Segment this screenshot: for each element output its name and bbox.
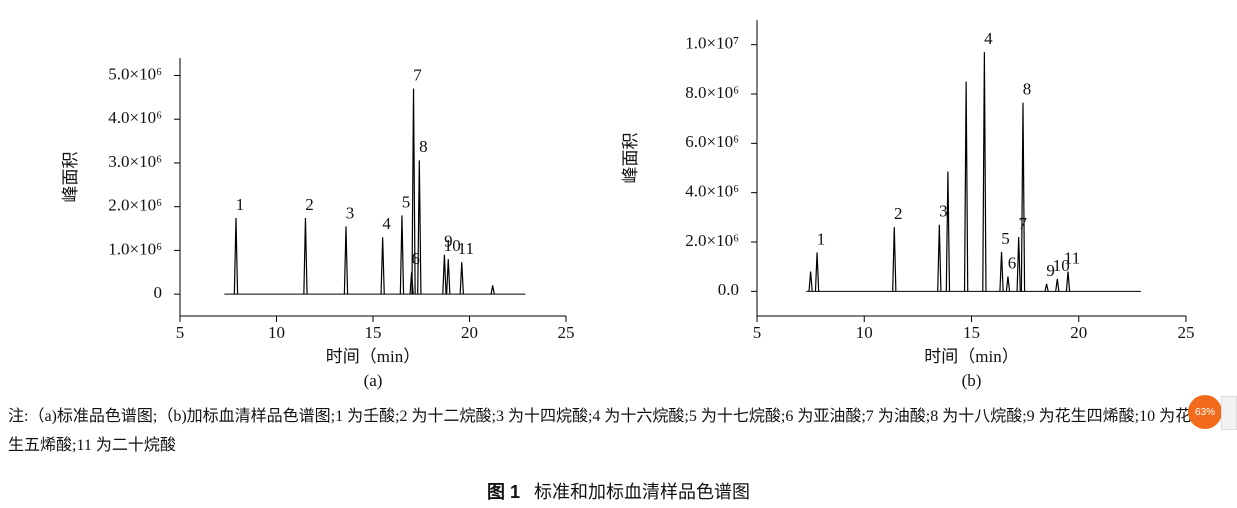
y-axis-label: 峰面积	[621, 133, 640, 184]
y-tick-label: 3.0×10⁶	[108, 152, 162, 171]
peak	[937, 224, 942, 292]
peak-label: 1	[817, 229, 826, 248]
figure: 5 10 15 20 2501.0×10⁶2.0×10⁶3.0×10⁶4.0×10⁶5.…	[61, 20, 1195, 390]
y-tick-label: 2.0×10⁶	[685, 231, 739, 250]
peak	[1020, 102, 1026, 292]
peak-label: 1	[236, 195, 245, 214]
x-tick-label: 25	[1178, 323, 1195, 342]
panel-label: (a)	[364, 371, 383, 390]
x-tick-label: 10	[268, 323, 285, 342]
peak	[1005, 276, 1011, 292]
peak-label: 10	[1053, 256, 1070, 275]
figure-caption: 图 1 标准和加标血清样品色谱图	[0, 478, 1237, 504]
peak-label: 3	[346, 203, 355, 222]
peak-label: 7	[413, 66, 422, 85]
peak-label: 4	[382, 214, 391, 233]
peak-label: 9	[1046, 261, 1055, 280]
peak	[446, 259, 451, 295]
peak-label: 5	[1001, 229, 1010, 248]
x-tick-label: 15	[365, 323, 382, 342]
peak-label: 11	[458, 239, 474, 258]
peak-label: 9	[444, 232, 453, 251]
y-axis-label: 峰面积	[61, 152, 80, 203]
peak	[411, 88, 416, 295]
peak	[459, 262, 464, 295]
x-tick-label: 20	[461, 323, 478, 342]
x-tick-label: 5	[753, 323, 762, 342]
peak	[945, 171, 951, 292]
peak	[442, 254, 447, 295]
peak	[399, 215, 405, 295]
peak	[1044, 283, 1049, 292]
peak-label: 6	[1008, 253, 1017, 272]
peak	[892, 227, 897, 292]
x-tick-label: 20	[1070, 323, 1087, 342]
x-tick-label: 15	[963, 323, 980, 342]
peak	[1055, 278, 1060, 292]
peak	[380, 237, 385, 295]
peak-label: 7	[1018, 214, 1027, 233]
peak	[417, 160, 422, 295]
peak-label: 8	[419, 137, 428, 156]
widget-side	[1221, 396, 1237, 430]
x-tick-label: 5	[176, 323, 185, 342]
y-tick-label: 0.0	[718, 280, 739, 299]
peak-label: 4	[984, 29, 993, 48]
peak	[808, 271, 813, 292]
peak	[490, 285, 495, 295]
peak	[814, 252, 820, 292]
x-tick-label: 25	[558, 323, 575, 342]
peak-label: 6	[411, 249, 420, 268]
figure-note: 注:（a)标准品色谱图;（b)加标血清样品色谱图;1 为壬酸;2 为十二烷酸;3…	[8, 408, 1192, 454]
y-tick-label: 1.0×10⁶	[108, 239, 162, 258]
peak	[1016, 237, 1021, 292]
peak	[1065, 271, 1071, 292]
figure-title: 标准和加标血清样品色谱图	[534, 482, 750, 502]
x-tick-label: 10	[856, 323, 873, 342]
x-axis-label: 时间（min）	[924, 347, 1018, 366]
figure-number: 图 1	[486, 482, 520, 502]
y-tick-label: 8.0×10⁶	[685, 83, 739, 102]
y-tick-label: 4.0×10⁶	[108, 108, 162, 127]
y-tick-label: 1.0×10⁷	[685, 34, 739, 53]
y-tick-label: 5.0×10⁶	[108, 64, 162, 83]
y-tick-label: 2.0×10⁶	[108, 196, 162, 215]
peak-label: 5	[402, 192, 411, 211]
peak	[963, 81, 969, 292]
progress-widget[interactable]: 63%	[1188, 395, 1222, 429]
peak	[303, 218, 308, 295]
x-axis-label: 时间（min）	[326, 347, 420, 366]
peak	[999, 251, 1004, 292]
y-tick-label: 4.0×10⁶	[685, 182, 739, 201]
peak-label: 8	[1023, 80, 1032, 99]
panel-label: (b)	[962, 371, 982, 390]
peak-label: 11	[1064, 249, 1080, 268]
peak-label: 2	[305, 195, 314, 214]
peak-label: 10	[444, 236, 461, 255]
peak	[343, 226, 349, 295]
peak-label: 2	[894, 204, 903, 223]
peak-label: 3	[939, 202, 948, 221]
y-tick-label: 0	[154, 283, 163, 302]
peak	[233, 218, 239, 295]
peak	[982, 52, 987, 292]
y-tick-label: 6.0×10⁶	[685, 132, 739, 151]
